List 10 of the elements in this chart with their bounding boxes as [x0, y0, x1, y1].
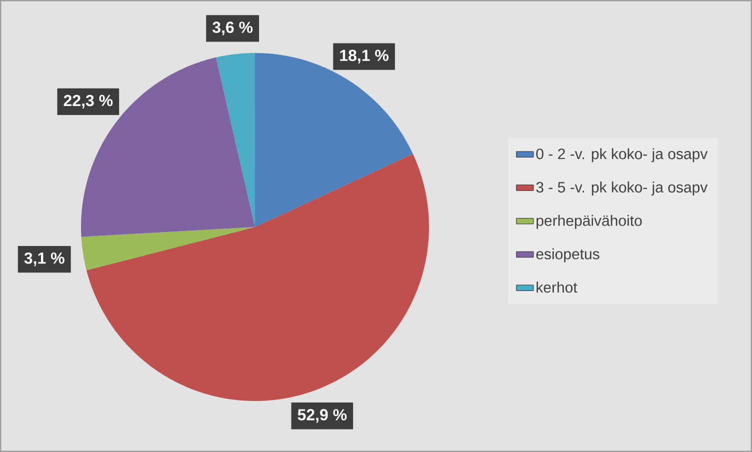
- data-label: 3,1 %: [24, 252, 64, 266]
- legend-label: esiopetus: [536, 248, 600, 262]
- data-label: 3,6 %: [212, 22, 253, 36]
- legend-label: 0 - 2 -v. pk koko- ja osapv: [536, 148, 708, 162]
- legend-label: perhepäivähoito: [536, 214, 642, 229]
- data-label: 22,3 %: [64, 94, 113, 109]
- data-label: 52,9 %: [298, 409, 347, 423]
- legend-label: kerhot: [536, 282, 578, 293]
- data-label: 18,1 %: [340, 50, 389, 64]
- legend-label: 3 - 5 -v. pk koko- ja osapv: [536, 182, 708, 196]
